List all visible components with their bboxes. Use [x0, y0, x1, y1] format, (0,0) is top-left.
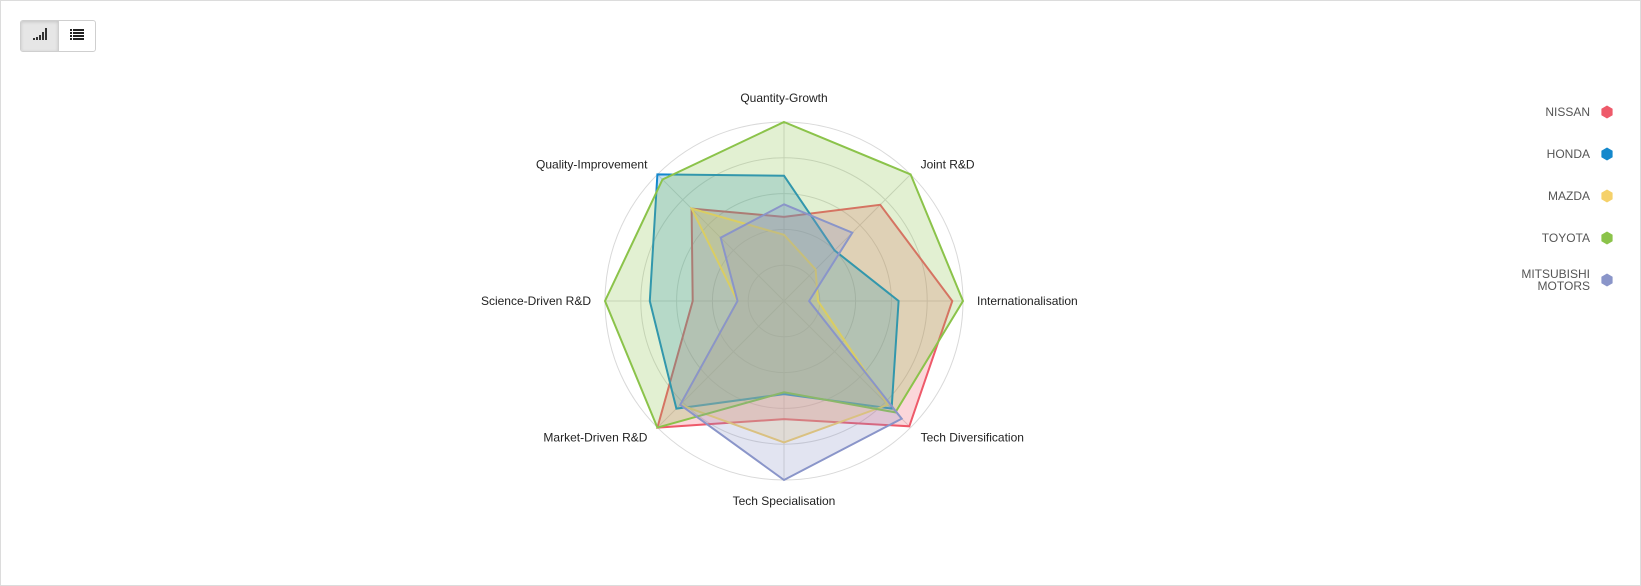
legend-label: HONDA	[1547, 148, 1590, 160]
radar-series	[605, 122, 963, 480]
axis-label: Tech Diversification	[921, 431, 1024, 445]
legend-label: MITSUBISHIMOTORS	[1521, 268, 1590, 292]
axis-label: Science-Driven R&D	[481, 294, 591, 308]
legend-item-toyota[interactable]: TOYOTA	[1464, 226, 1614, 268]
legend-label: MAZDA	[1548, 190, 1590, 202]
axis-label: Quality-Improvement	[536, 157, 648, 171]
legend-marker-icon	[1600, 147, 1614, 161]
legend: NISSAN HONDA MAZDA TOYOTA MITSUBISHIMOTORS	[1464, 100, 1614, 310]
legend-item-honda[interactable]: HONDA	[1464, 142, 1614, 184]
legend-marker-icon	[1600, 231, 1614, 245]
axis-label: Joint R&D	[921, 157, 975, 171]
legend-marker-icon	[1600, 273, 1614, 287]
legend-item-mitsubishi-motors[interactable]: MITSUBISHIMOTORS	[1464, 268, 1614, 310]
legend-marker-icon	[1600, 105, 1614, 119]
legend-marker-icon	[1600, 189, 1614, 203]
legend-item-nissan[interactable]: NISSAN	[1464, 100, 1614, 142]
axis-label: Quantity-Growth	[740, 91, 827, 105]
axis-label: Internationalisation	[977, 294, 1078, 308]
axis-label: Tech Specialisation	[733, 494, 836, 508]
axis-label: Market-Driven R&D	[543, 431, 647, 445]
legend-label: TOYOTA	[1542, 232, 1590, 244]
legend-item-mazda[interactable]: MAZDA	[1464, 184, 1614, 226]
legend-label: NISSAN	[1545, 106, 1590, 118]
